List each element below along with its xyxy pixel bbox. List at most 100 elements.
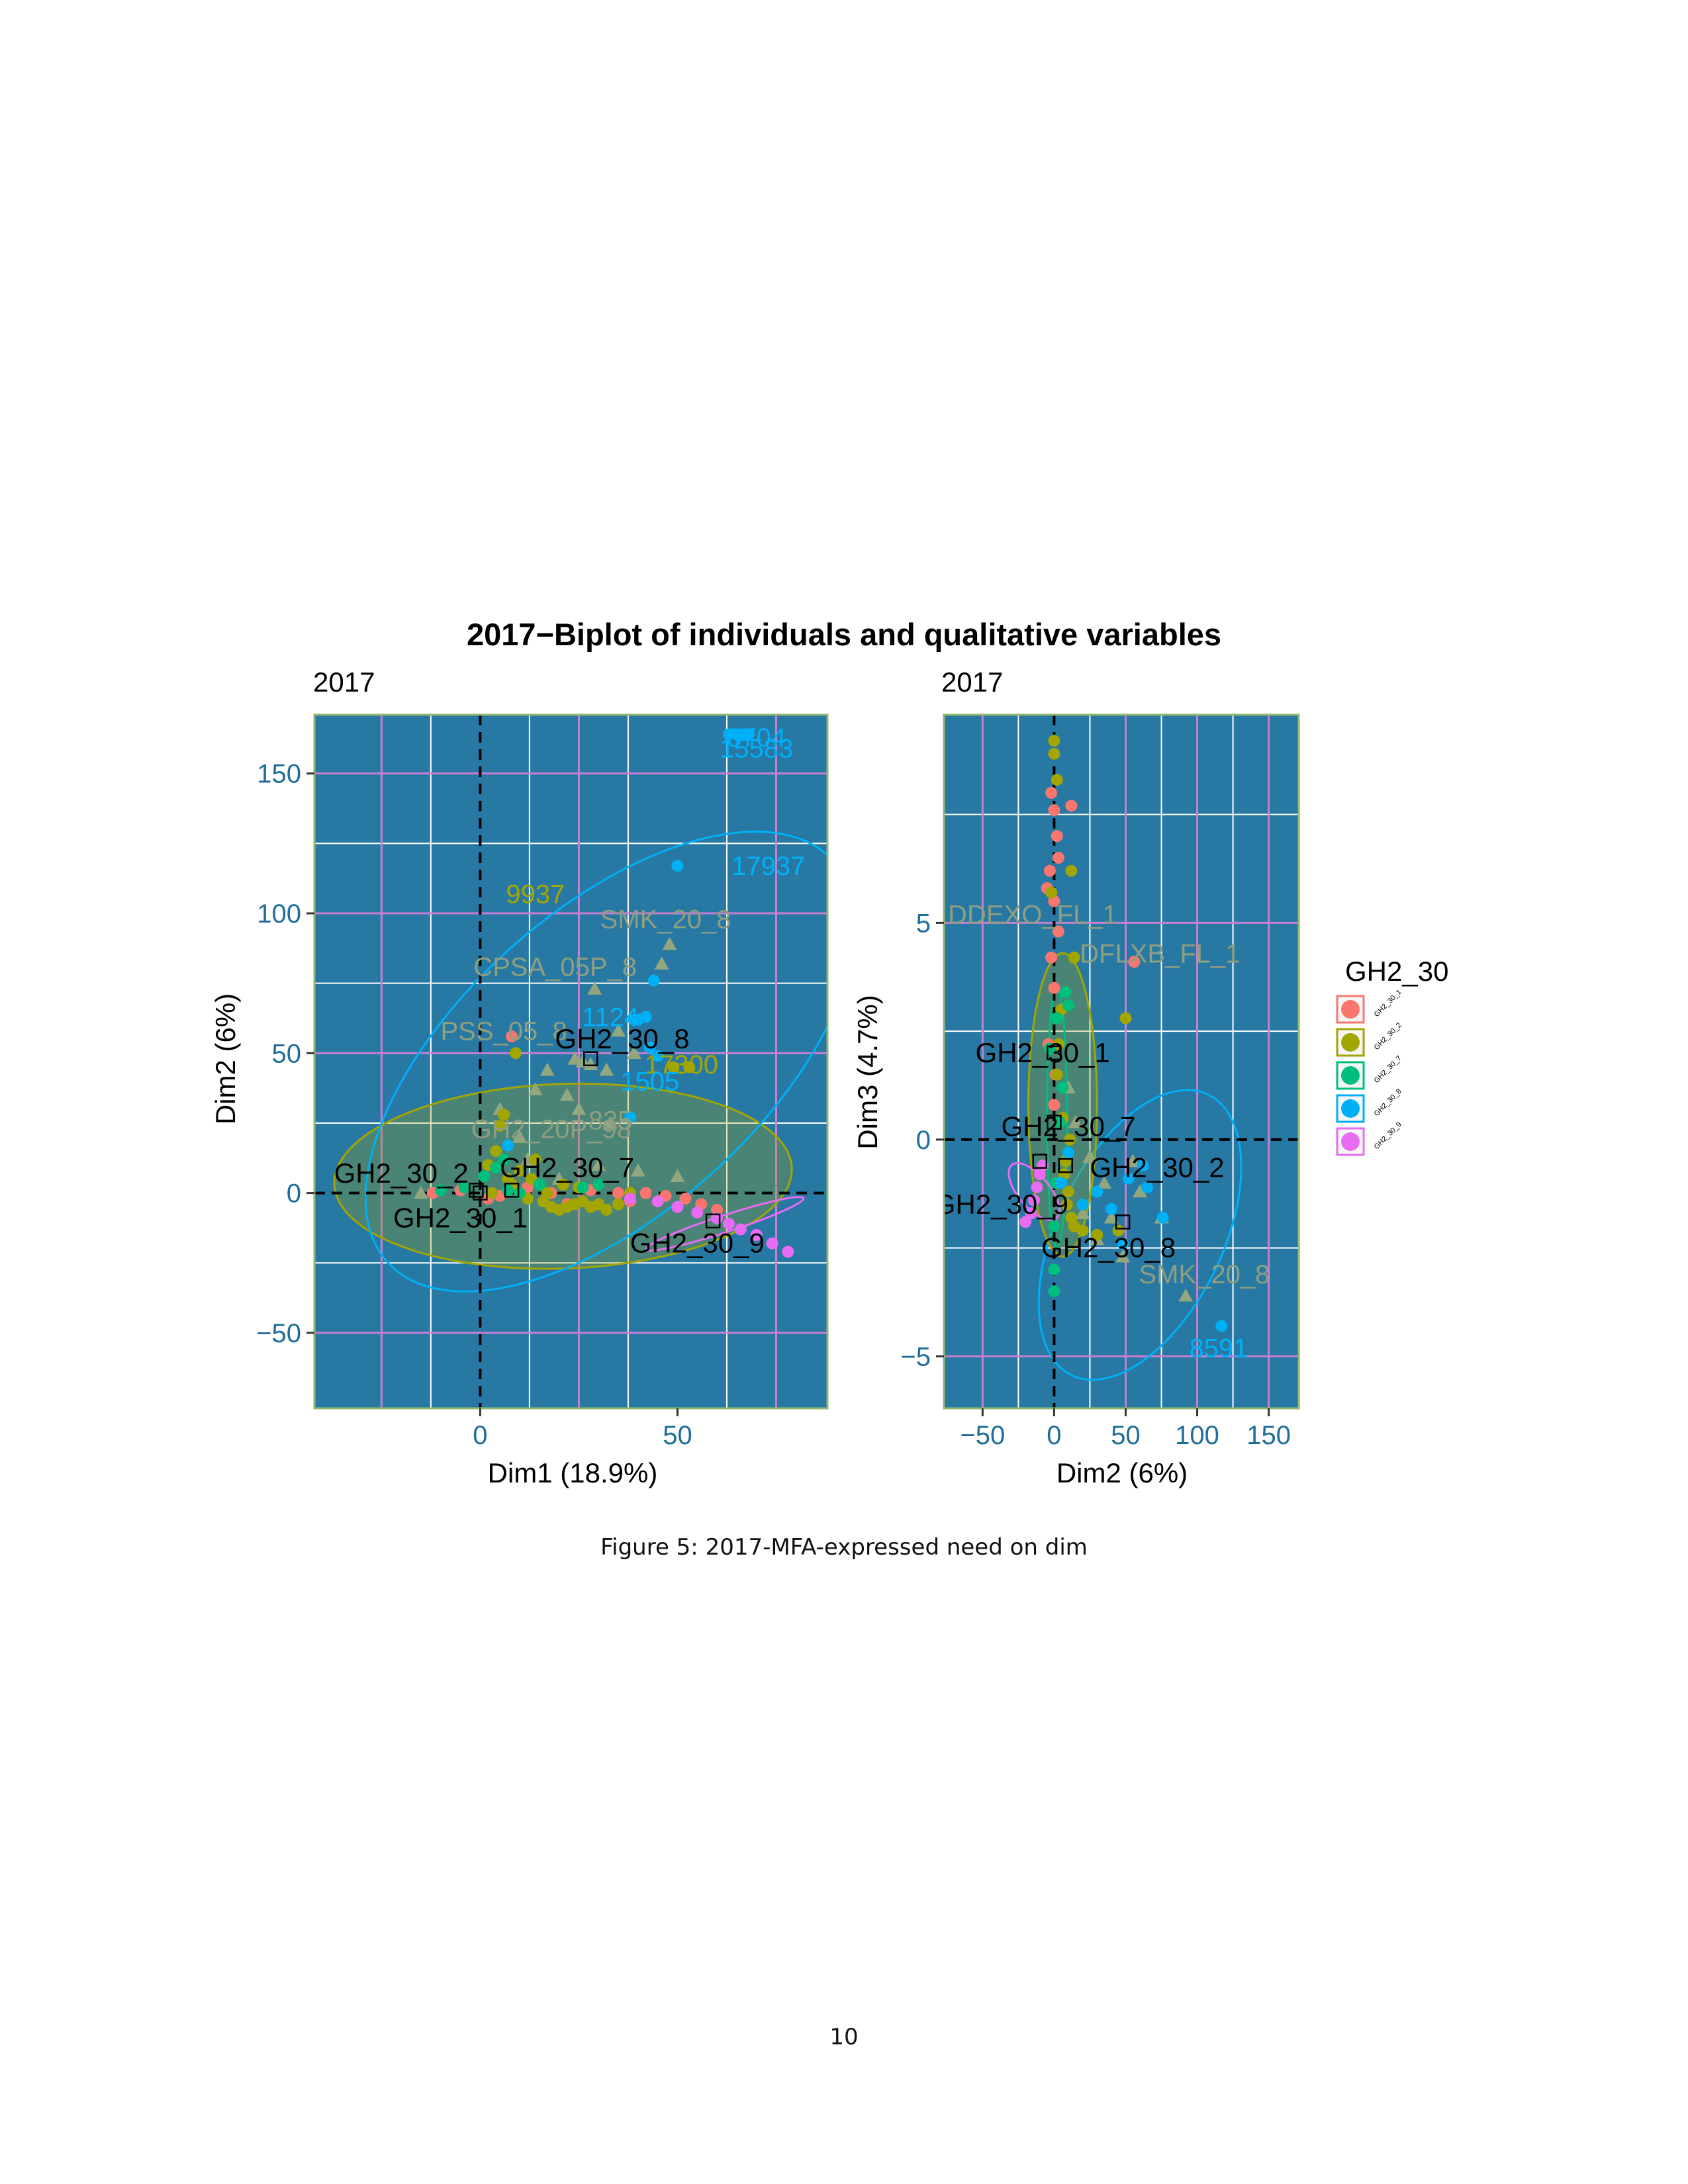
- point-gh2_30_9: [1028, 1194, 1041, 1206]
- y-tick-label: 100: [257, 899, 301, 929]
- category-label: GH2_30_2: [1090, 1152, 1224, 1183]
- point-gh2_30_8: [1141, 1181, 1153, 1193]
- variable-triangle-point: [630, 1163, 645, 1177]
- point-gh2_30_9: [624, 1193, 636, 1205]
- legend-title: GH2_30: [1345, 956, 1448, 987]
- x-tick-label: 0: [1047, 1421, 1061, 1450]
- point-gh2_30_9: [691, 1206, 704, 1219]
- variable-triangle-point: [567, 1051, 583, 1065]
- point-gh2_30_2: [557, 1178, 569, 1191]
- point-gh2_30_7: [1048, 1285, 1060, 1298]
- y-tick-label: 0: [287, 1179, 301, 1208]
- panel-border: [943, 713, 1300, 1410]
- category-label: GH2_30_2: [334, 1158, 469, 1189]
- point-gh2_30_1: [1045, 786, 1058, 799]
- point-gh2_30_9: [750, 1229, 763, 1241]
- point-gh2_30_2: [490, 1145, 502, 1158]
- variable-triangle-point: [670, 1169, 685, 1183]
- variable-triangle-point: [1103, 1210, 1119, 1224]
- y-tick-label: 150: [257, 760, 301, 789]
- variable-triangle-point: [1178, 1288, 1194, 1302]
- legend-item-label: GH2_30_7: [1373, 1054, 1403, 1085]
- variable-label: GH2_20P_98: [471, 1115, 631, 1144]
- point-gh2_30_1: [506, 1030, 518, 1042]
- panel-dim1-dim2: 2017 SMK_20_8 CPSA_05P_8 PSS_05_8 GH2_20P_9…: [210, 666, 829, 1488]
- variable-triangle-point: [603, 1115, 618, 1129]
- point-gh2_30_8: [1215, 1320, 1228, 1332]
- point-gh2_30_2: [683, 1061, 696, 1073]
- variable-label: 835: [588, 1107, 633, 1136]
- y-tick-label: 0: [916, 1126, 931, 1155]
- category-label: GH2_30_8: [555, 1023, 689, 1054]
- point-gh2_30_1: [711, 1203, 724, 1216]
- point-gh2_30_9: [734, 1223, 747, 1236]
- point-gh2_30_1: [639, 1187, 652, 1199]
- x-axis-label: Dim1 (18.9%): [488, 1457, 658, 1488]
- point-gh2_30_8: [742, 728, 755, 741]
- point-gh2_30_2: [494, 1120, 506, 1132]
- point-gh2_30_1: [1128, 956, 1141, 968]
- centroid-marker: [1047, 1115, 1062, 1130]
- point-gh2_30_8: [1076, 1199, 1089, 1211]
- point-gh2_30_7: [1062, 999, 1075, 1011]
- y-tick-label: −5: [900, 1342, 931, 1371]
- variable-triangle-point: [611, 1023, 626, 1037]
- x-tick-label: 50: [663, 1421, 692, 1450]
- point-gh2_30_2: [1060, 1199, 1073, 1211]
- point-gh2_30_2: [541, 1187, 553, 1199]
- variable-triangle-point: [575, 1054, 590, 1068]
- variable-triangle-point: [571, 1101, 586, 1115]
- variable-triangle-point: [626, 1046, 641, 1060]
- individual-id-label: 1124: [582, 1003, 639, 1032]
- point-gh2_30_1: [1052, 925, 1064, 938]
- point-gh2_30_2: [1064, 1133, 1076, 1146]
- variable-triangle-point: [1125, 1154, 1141, 1167]
- legend-key-dot: [1341, 1132, 1360, 1151]
- variable-triangle-point: [559, 1087, 575, 1101]
- centroid-marker: [469, 1183, 484, 1198]
- variable-label: DFLXB_FL_1: [1080, 939, 1240, 968]
- centroid-marker: [1115, 1214, 1131, 1230]
- plot-background: [944, 715, 1299, 1408]
- variable-label: CPSA_05P_8: [473, 952, 637, 981]
- y-tick-label: −50: [256, 1319, 301, 1348]
- y-tick-label: 5: [916, 909, 931, 938]
- figure-title: 2017−Biplot of individuals and qualitati…: [467, 617, 1221, 652]
- point-gh2_30_2: [1091, 1229, 1103, 1241]
- point-gh2_30_2: [1048, 735, 1060, 747]
- point-gh2_30_2: [498, 1109, 510, 1121]
- x-tick-label: 50: [1111, 1421, 1141, 1450]
- legend-item-label: GH2_30_8: [1373, 1087, 1403, 1118]
- point-gh2_30_8: [647, 974, 660, 987]
- individual-id-label: 1505: [620, 1068, 679, 1097]
- centroid-marker: [473, 1185, 488, 1201]
- variable-triangle-point: [1133, 1184, 1148, 1198]
- centroid-marker: [1032, 1154, 1048, 1169]
- variable-triangle-point: [591, 1158, 606, 1171]
- individual-id-label: 17937: [731, 852, 805, 881]
- variable-triangle-point: [528, 1082, 543, 1096]
- point-gh2_30_9: [671, 1201, 684, 1213]
- legend-key-dot: [1341, 1033, 1360, 1052]
- individual-id-label: 17300: [645, 1050, 718, 1079]
- variable-triangle-point: [1097, 1175, 1112, 1189]
- point-gh2_30_2: [1051, 1068, 1063, 1081]
- legend-key-dot: [1341, 1066, 1360, 1085]
- category-label: GH2_30_8: [1041, 1232, 1176, 1263]
- variable-triangle-point: [1115, 1249, 1131, 1263]
- point-gh2_30_1: [1045, 951, 1058, 964]
- point-gh2_30_2: [1062, 1185, 1075, 1198]
- legend-key-dot: [1341, 1099, 1360, 1118]
- variable-triangle-point: [1068, 1115, 1083, 1128]
- point-gh2_30_2: [1068, 951, 1080, 964]
- point-gh2_30_7: [478, 1170, 491, 1183]
- category-label: GH2_30_1: [393, 1203, 528, 1234]
- category-label: GH2_30_7: [1001, 1111, 1135, 1142]
- point-gh2_30_1: [1043, 864, 1056, 877]
- point-gh2_30_1: [1048, 1099, 1060, 1111]
- variable-label: SMK_20_8: [1139, 1260, 1270, 1289]
- point-gh2_30_7: [1048, 1263, 1060, 1276]
- variable-label: SMK_20_8: [600, 905, 731, 934]
- point-gh2_30_2: [1076, 1224, 1089, 1237]
